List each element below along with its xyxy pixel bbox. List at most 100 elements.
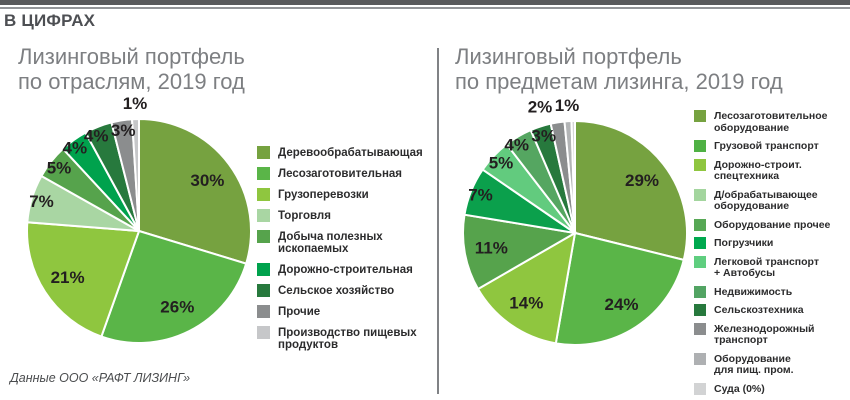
legend-swatch [694,322,706,335]
data-source-note: Данные ООО «РАФТ ЛИЗИНГ» [10,371,191,385]
legend-swatch [694,285,706,298]
legend-label: Сельское хозяйство [278,285,395,297]
pie-slice [476,231,577,345]
legend-label: Дорожно-строит. спецтехника [714,158,802,182]
pie-slice-value-label: 1% [123,96,148,113]
legend-item: Оборудование прочее [694,218,848,232]
legend-item: Дорожно-строит. спецтехника [694,158,848,183]
legend-label: Деревообрабатывающая [278,147,423,159]
legend-swatch [694,158,706,171]
legend-swatch [257,209,270,222]
pie-slice [138,117,252,265]
pie-slice [26,221,141,338]
legend-swatch [694,352,706,365]
pie-slice-value-label: 1% [555,98,580,115]
legend-swatch [694,255,706,268]
subjects-legend: Лесозаготовительное оборудование Грузовой… [694,110,848,400]
legend-item: Легковой транспорт + Автобусы [694,255,848,280]
pie-slice-value-label: 3% [111,121,136,140]
legend-label: Дорожно-строительная [278,264,413,276]
legend-label: Погрузчики [714,237,774,249]
pie-slice [554,231,685,346]
legend-item: Оборудование для пищ. пром. [694,352,848,377]
pie-slice [574,119,688,262]
legend-item: Деревообрабатывающая [257,146,433,159]
legend-item: Производство пищевых продуктов [257,326,433,351]
pie-slice [100,229,248,344]
legend-label: Недвижимость [714,285,793,298]
legend-label: Железнодорожный транспорт [714,322,815,346]
legend-item: Торговля [257,209,433,222]
legend-label: Оборудование для пищ. пром. [714,352,794,376]
legend-item: Грузоперевозки [257,188,433,201]
legend-swatch [694,218,706,231]
legend-swatch [694,304,706,316]
legend-swatch [694,188,706,201]
pie-slice-value-label: 4% [63,139,88,158]
legend-item: Добыча полезных ископаемых [257,230,433,255]
legend-item: Сельскозтехника [694,304,848,317]
pie-slice-value-label: 7% [29,192,54,211]
legend-swatch [694,237,706,249]
industry-legend: Деревообрабатывающая Лесозаготовительная Г… [257,146,433,359]
legend-item: Лесозаготовительное оборудование [694,110,848,134]
legend-label: Грузовой транспорт [714,140,819,152]
pie-slice-value-label: 30% [190,171,224,190]
legend-label: Прочие [278,306,321,318]
subjects-chart-title: Лизинговый портфель по предметам лизинга… [455,44,783,94]
legend-item: Д/обрабатывающее оборудование [694,188,848,213]
legend-item: Грузовой транспорт [694,140,848,153]
legend-label: Сельскозтехника [714,304,804,316]
pie-slice-value-label: 5% [489,153,514,172]
legend-swatch [257,167,270,180]
pie-slice [570,119,576,234]
legend-label: Грузоперевозки [278,189,369,201]
legend-item: Дорожно-строительная [257,263,433,276]
legend-swatch [257,305,270,318]
subjects-pie-chart: 29% 24% 14% 11% 7% 5%4% 3% 2% 1% [462,98,688,346]
legend-swatch [257,146,270,159]
legend-label: Торговля [278,210,331,222]
pie-slice-value-label: 29% [625,171,659,190]
legend-swatch [694,382,706,395]
pie-slice-value-label: 21% [51,268,85,287]
pie-slice-value-label: 14% [509,293,543,312]
pie-slice-value-label: 2% [528,98,553,116]
legend-item: Лесозаготовительная [257,167,433,180]
legend-label: Лесозаготовительная [278,168,403,180]
legend-label: Оборудование прочее [714,218,831,231]
pie-slice-value-label: 24% [604,295,638,314]
legend-item: Суда (0%) [694,382,848,396]
pie-slice-value-label: 7% [468,185,493,204]
legend-swatch [257,284,270,297]
legend-swatch [257,230,270,243]
legend-label: Добыча полезных ископаемых [278,231,383,255]
industry-chart-title: Лизинговый портфель по отраслям, 2019 го… [18,44,245,94]
top-rule-thick [0,0,850,5]
legend-swatch [257,188,270,201]
legend-label: Суда (0%) [714,382,765,395]
legend-item: Железнодорожный транспорт [694,322,848,347]
legend-swatch [257,326,270,339]
section-kicker: В ЦИФРАХ [4,11,96,30]
pie-slice-value-label: 4% [84,127,109,146]
legend-label: Легковой транспорт + Автобусы [714,255,819,279]
pie-slice [130,117,140,232]
top-rule-thin [0,7,850,9]
pie-slice [462,213,578,291]
legend-item: Недвижимость [694,285,848,299]
pie-slice-value-label: 5% [47,158,72,177]
legend-item: Сельское хозяйство [257,284,433,297]
pie-slice-value-label: 4% [504,136,529,155]
pie-slice-value-label: 3% [531,127,556,146]
legend-swatch [694,110,706,122]
pie-slice-value-label: 11% [475,239,508,258]
legend-label: Лесозаготовительное оборудование [714,110,828,134]
legend-label: Д/обрабатывающее оборудование [714,188,818,212]
industry-pie-chart: 30%26%21%7%5%4%4% 3%1% [26,96,252,344]
legend-item: Погрузчики [694,237,848,250]
legend-swatch [257,263,270,276]
legend-swatch [694,140,706,152]
panel-divider [437,48,439,394]
